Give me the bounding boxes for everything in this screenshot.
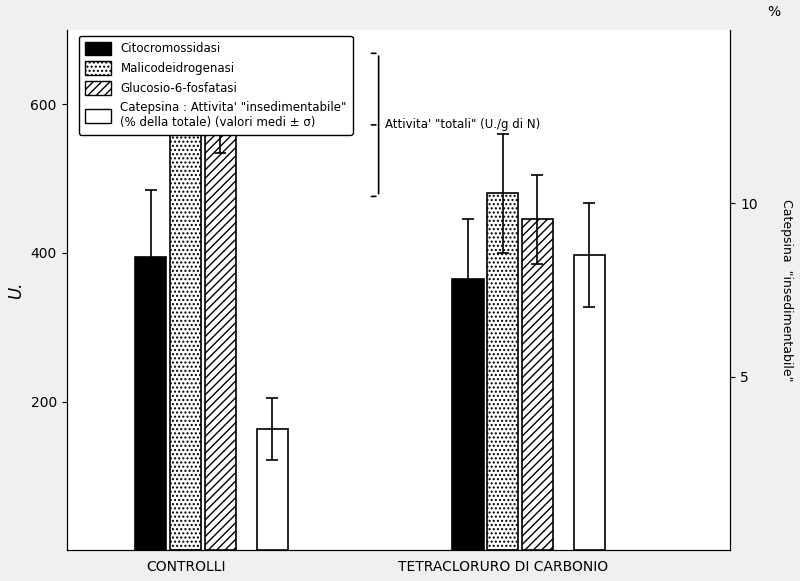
Bar <box>487 193 518 550</box>
Bar <box>205 130 236 550</box>
Bar <box>135 257 166 550</box>
Bar <box>522 220 553 550</box>
Y-axis label: U.: U. <box>7 281 25 299</box>
Bar <box>452 279 483 550</box>
Bar <box>257 429 288 550</box>
Text: %: % <box>767 5 780 20</box>
Bar <box>574 256 605 550</box>
Legend: Citocromossidasi, Malicodeidrogenasi, Glucosio-6-fosfatasi, Catepsina : Attivita: Citocromossidasi, Malicodeidrogenasi, Gl… <box>79 36 353 135</box>
Y-axis label: Catepsina  "insedimentabile": Catepsina "insedimentabile" <box>780 199 793 381</box>
Bar <box>170 101 201 550</box>
Text: Attivita' "totali" (U./g di N): Attivita' "totali" (U./g di N) <box>386 119 541 131</box>
